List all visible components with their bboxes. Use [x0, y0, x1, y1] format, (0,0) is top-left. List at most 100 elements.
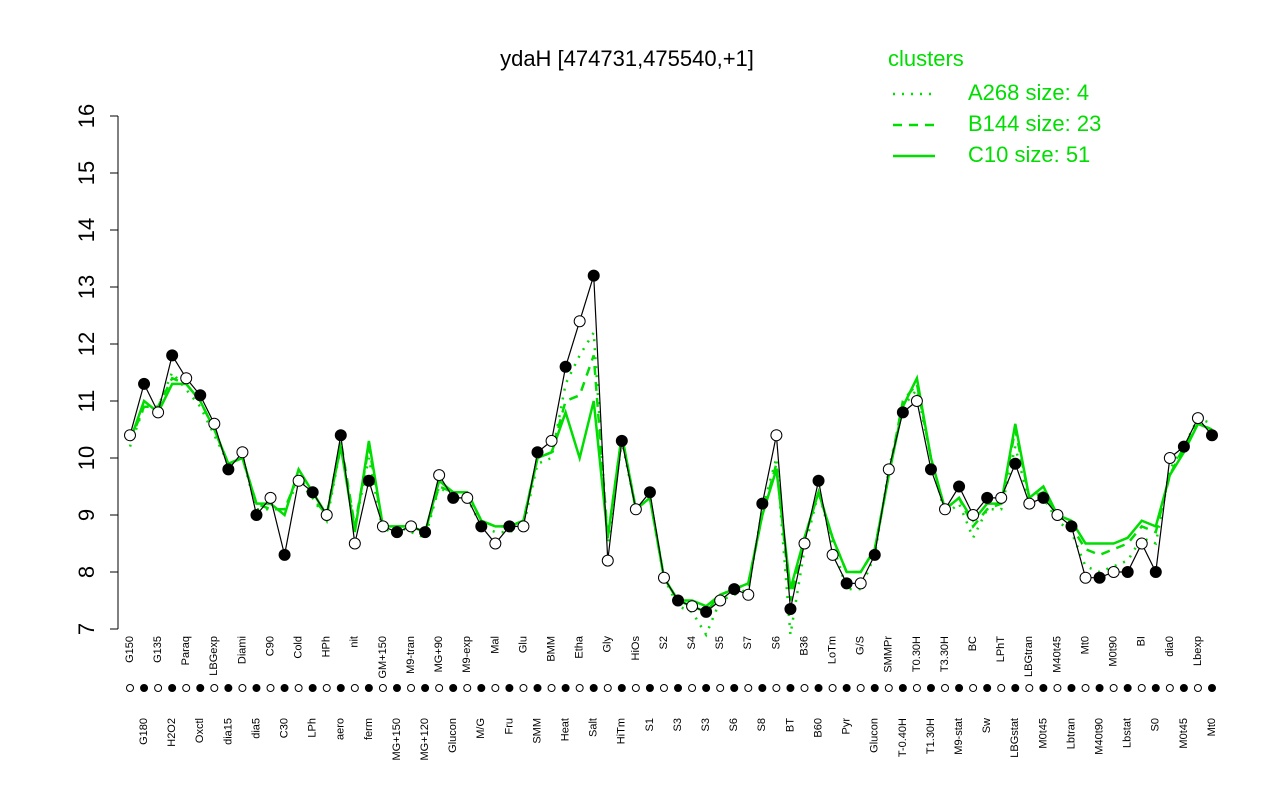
data-point	[433, 469, 446, 482]
data-point	[939, 503, 952, 516]
rug-mark	[786, 684, 795, 692]
rug-mark	[1123, 684, 1132, 692]
x-tick-label: GM+150	[377, 636, 389, 679]
data-point	[573, 315, 586, 328]
series-line	[128, 374, 1213, 608]
x-tick-label: BMM	[545, 636, 557, 662]
rug-mark	[1011, 684, 1020, 692]
x-tick-label: HPh	[321, 636, 333, 657]
data-point	[517, 520, 530, 533]
rug-mark	[224, 684, 233, 692]
data-point	[953, 480, 966, 493]
rug-mark	[1151, 684, 1160, 692]
data-point	[1191, 412, 1204, 425]
x-tick-label: Oxctl	[194, 718, 206, 743]
data-point	[1037, 491, 1050, 504]
rug-mark	[828, 684, 837, 692]
x-tick-label: LoTm	[827, 636, 839, 664]
x-tick-label: MG+120	[419, 718, 431, 761]
rug-mark	[1165, 684, 1174, 692]
x-tick-label: Sw	[981, 718, 993, 733]
x-tick-label: BI	[1136, 636, 1148, 646]
rug-mark	[758, 684, 767, 692]
data-point	[138, 377, 151, 390]
data-point	[1121, 566, 1134, 578]
data-point	[910, 395, 923, 407]
rug-mark	[547, 684, 556, 692]
data-point	[714, 594, 727, 607]
x-tick-label: T1.30H	[925, 718, 937, 754]
y-tick-label: 11	[74, 390, 99, 413]
rug-mark	[477, 684, 486, 692]
data-point	[489, 537, 502, 550]
rug-mark	[140, 684, 149, 692]
rug-mark	[519, 684, 528, 692]
rug-mark	[575, 684, 584, 692]
rug-mark	[997, 684, 1006, 692]
data-point	[531, 446, 544, 459]
legend-label: B144 size: 23	[968, 111, 1101, 136]
data-point	[629, 503, 642, 516]
rug-mark	[168, 684, 177, 692]
x-tick-label: B60	[812, 718, 824, 738]
y-tick-label: 9	[74, 509, 99, 521]
data-point	[362, 474, 375, 487]
x-tick-label: BC	[967, 636, 979, 651]
data-point	[672, 594, 685, 607]
x-tick-label: LBGexp	[208, 636, 220, 676]
data-point	[461, 491, 474, 504]
rug-mark	[1109, 684, 1118, 692]
x-tick-label: M9-stat	[953, 718, 965, 755]
data-point	[784, 603, 797, 616]
rug-mark	[716, 684, 725, 692]
rug-mark	[126, 684, 134, 692]
data-point	[924, 463, 937, 476]
x-tick-label: S3	[700, 718, 712, 731]
rug-mark	[196, 684, 205, 692]
data-point	[1079, 571, 1092, 584]
data-point	[376, 520, 389, 533]
rug-mark	[1193, 684, 1202, 692]
rug-mark	[603, 684, 612, 692]
rug-mark	[688, 684, 697, 692]
x-tick-label: MG+150	[391, 718, 403, 761]
x-tick-label: H2O2	[166, 718, 178, 747]
data-point	[742, 588, 755, 601]
x-tick-label: Fru	[503, 718, 515, 735]
x-tick-label: C90	[264, 636, 276, 656]
rug-mark	[1067, 684, 1076, 692]
x-tick-label: Paraq	[180, 636, 192, 665]
rug-mark	[744, 684, 753, 692]
data-point	[320, 509, 333, 521]
x-tick-label: G150	[124, 636, 136, 663]
data-point	[545, 434, 558, 447]
x-tick-label: LPhT	[995, 636, 1007, 663]
rug-mark	[1179, 684, 1188, 692]
legend-label: A268 size: 4	[968, 80, 1089, 105]
x-tick-label: Mt0	[1206, 718, 1218, 736]
data-point	[559, 360, 572, 373]
x-tick-label: Heat	[560, 718, 572, 741]
rug-mark	[561, 684, 570, 692]
rug-mark	[1025, 684, 1034, 692]
x-tick-label: T-0.40H	[897, 718, 909, 757]
x-tick-label: dia15	[222, 718, 234, 745]
x-tick-label: Glucon	[869, 718, 881, 753]
rug-mark	[463, 684, 472, 692]
rug-mark	[182, 684, 191, 692]
x-tick-label: Mt0	[1079, 636, 1091, 654]
rug-mark	[407, 684, 416, 692]
data-point	[1023, 497, 1036, 510]
data-point	[995, 491, 1008, 504]
data-point	[700, 605, 713, 618]
x-tick-label: S5	[714, 636, 726, 649]
x-tick-label: C30	[278, 718, 290, 738]
chart-title: ydaH [474731,475540,+1]	[500, 46, 754, 71]
rug-mark	[772, 684, 781, 692]
data-point	[1009, 457, 1022, 470]
x-tick-label: S0	[1150, 718, 1162, 731]
x-tick-label: HiOs	[630, 636, 642, 661]
x-tick-label: nit	[349, 636, 361, 648]
data-point	[348, 537, 361, 550]
